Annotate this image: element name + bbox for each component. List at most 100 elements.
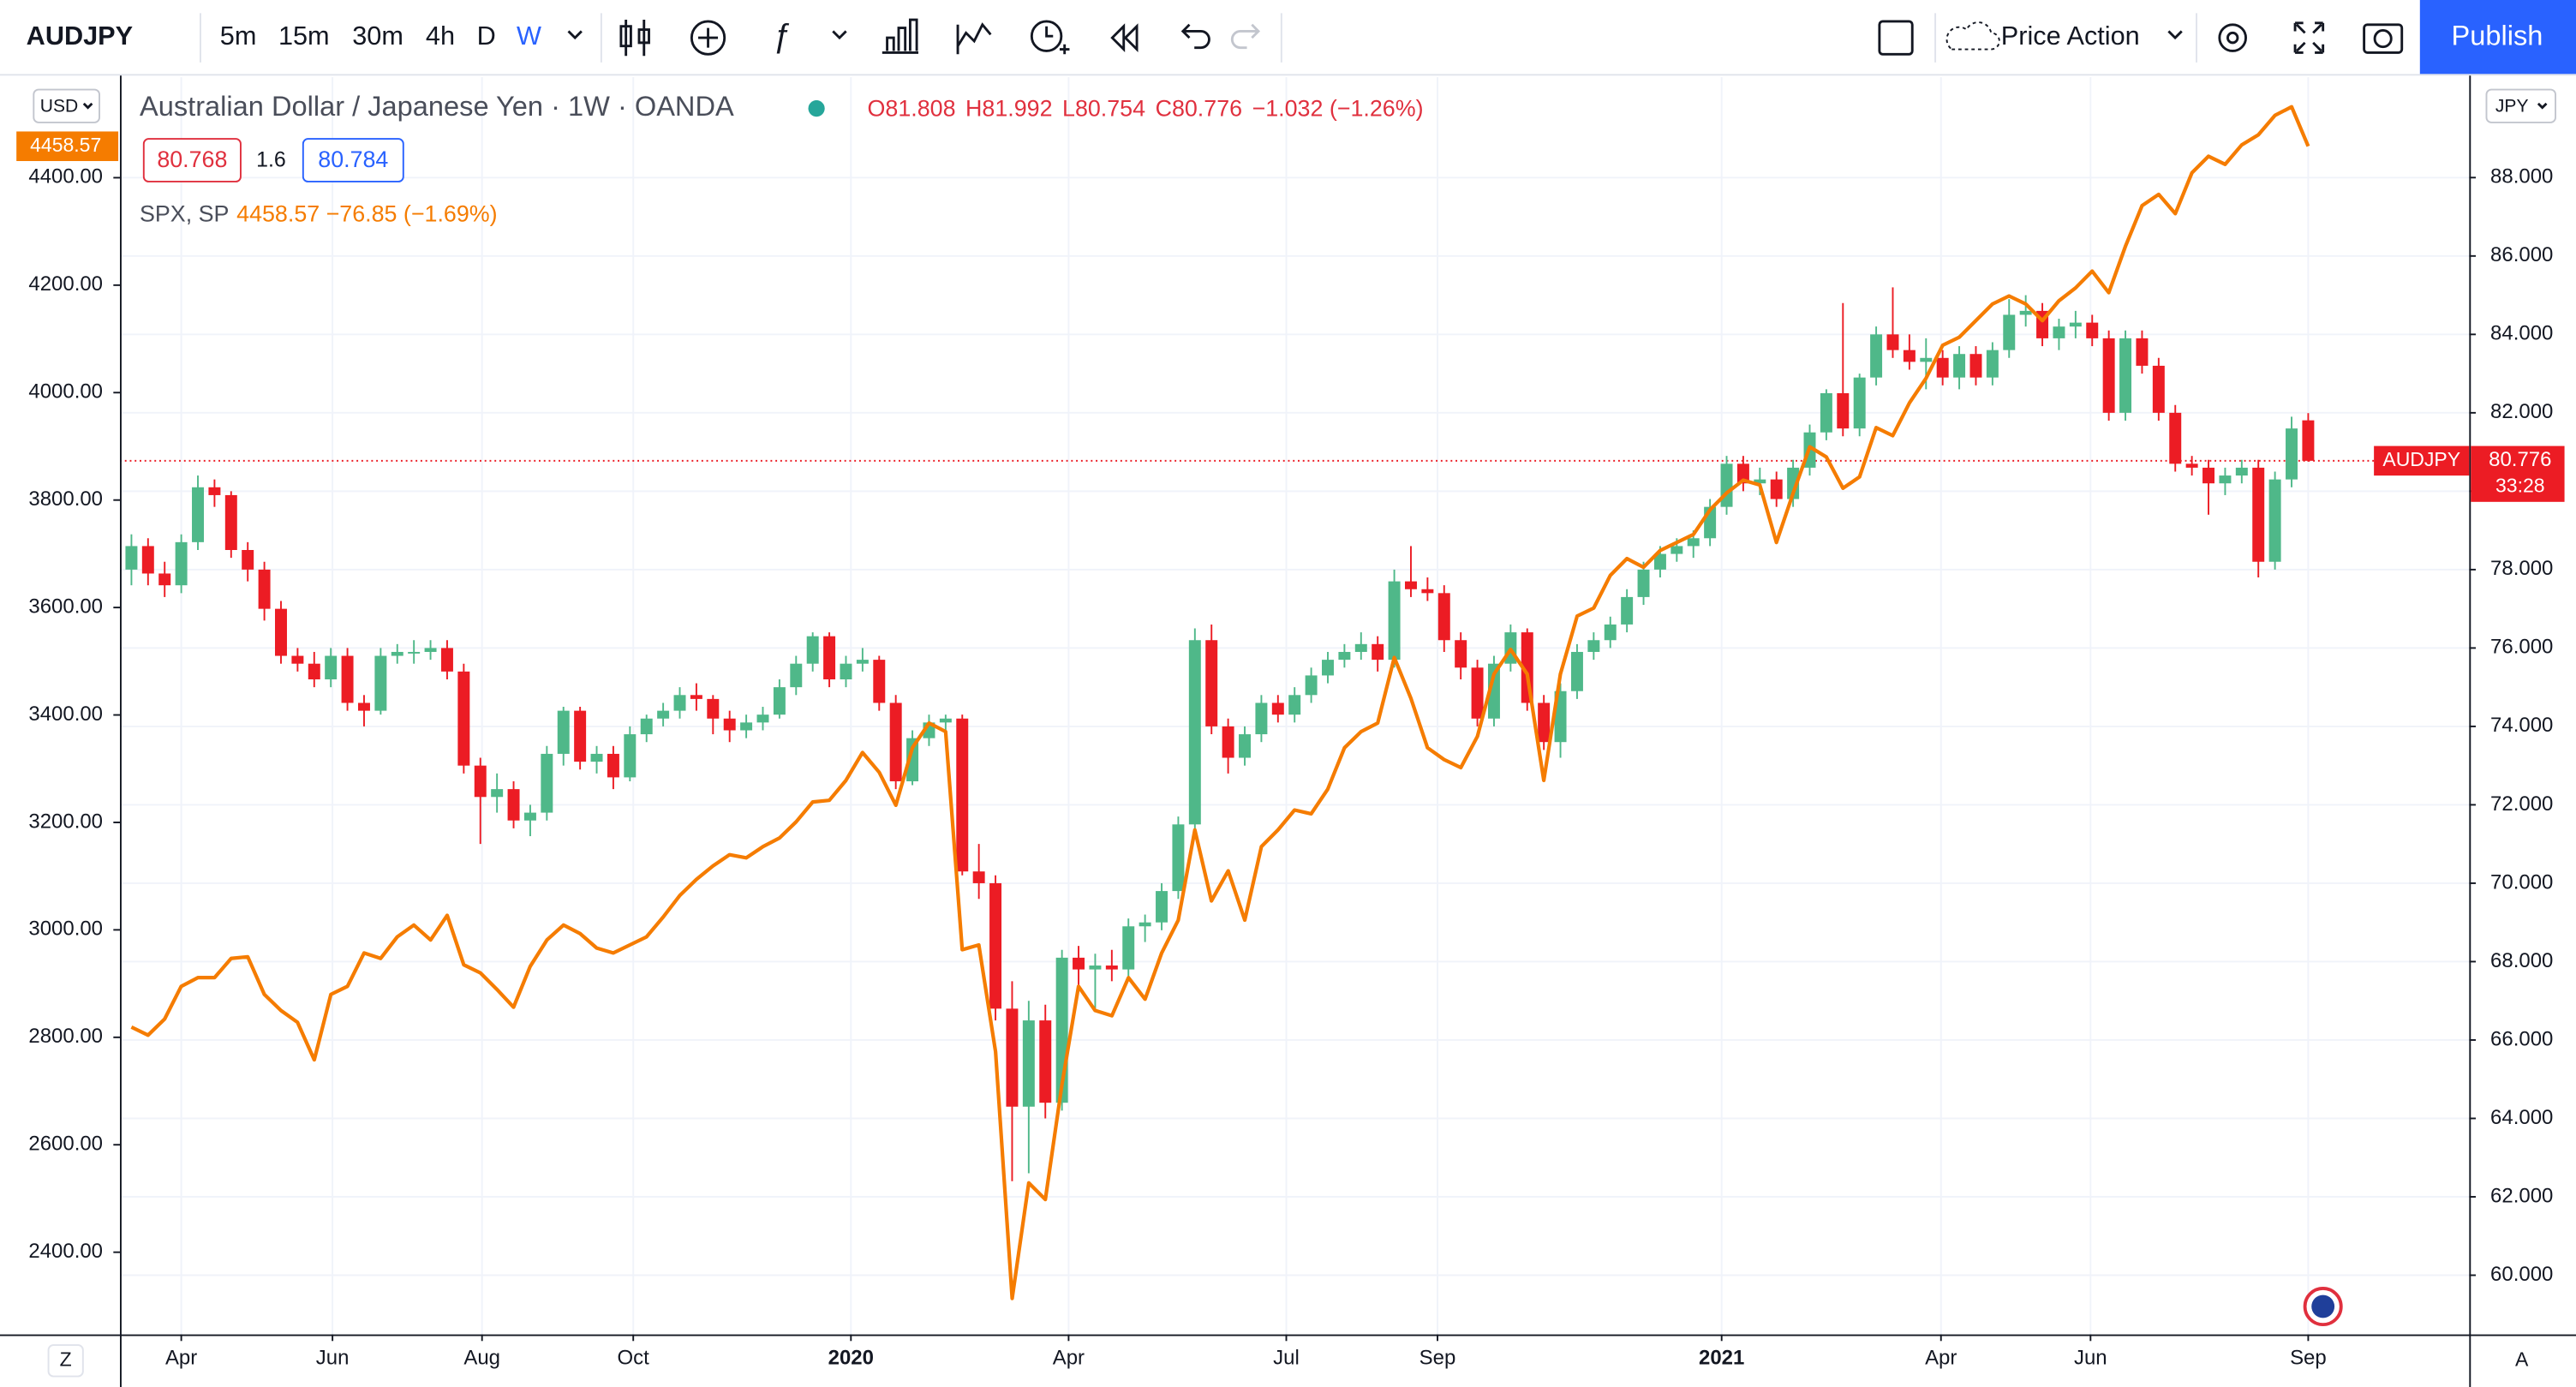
candle-body [574, 710, 587, 762]
x-tick-label: Aug [463, 1347, 500, 1370]
publish-label[interactable]: Publish [2452, 20, 2543, 51]
price-tags: AUDJPY 80.776 33:28 [2374, 445, 2565, 502]
candle-body [1421, 589, 1434, 594]
sell-price[interactable]: 80.768 [157, 146, 227, 172]
y-tick-label: 2600.00 [28, 1133, 103, 1156]
right-currency[interactable]: JPY [2495, 96, 2529, 116]
candle-body [1437, 593, 1450, 641]
candle-body [2169, 412, 2182, 464]
alert-icon[interactable] [956, 22, 992, 55]
buy-button[interactable] [302, 138, 404, 182]
settings-icon[interactable] [2218, 23, 2247, 52]
interval[interactable]: 4h [426, 21, 455, 51]
interval[interactable]: D [477, 21, 496, 51]
candle-body [690, 695, 702, 699]
clock-icon[interactable] [1030, 20, 1063, 52]
candle-body [1637, 569, 1650, 597]
left-currency-box[interactable] [33, 88, 100, 123]
candle-body [1271, 702, 1284, 715]
candle-body [2235, 467, 2248, 476]
candle-body [590, 753, 603, 762]
y2-tick-label: 86.000 [2490, 243, 2553, 266]
candle-body [989, 882, 1002, 1009]
candle-body [175, 541, 188, 586]
candle-body [2202, 467, 2215, 484]
y2-tick-label: 84.000 [2490, 322, 2553, 345]
spread: 1.6 [256, 148, 286, 172]
right-currency-box[interactable] [2485, 88, 2556, 123]
sell-button[interactable] [142, 138, 242, 182]
candle-body [2252, 467, 2265, 562]
candle-body [840, 663, 852, 680]
candle-body [1006, 1008, 1019, 1107]
y2-tick-label: 78.000 [2490, 557, 2553, 580]
candle-body [1338, 651, 1351, 661]
replay-icon[interactable] [1110, 23, 1139, 53]
dropdown-icon[interactable] [567, 30, 583, 40]
candle-body [224, 494, 237, 550]
interval[interactable]: 30m [352, 21, 403, 51]
auto-scale-label[interactable]: A [2515, 1348, 2529, 1370]
left-price-tag [16, 131, 119, 161]
candle-body [2152, 365, 2165, 413]
buy-price[interactable]: 80.784 [318, 146, 388, 172]
candle-body [624, 734, 637, 778]
high: H81.992 [965, 96, 1052, 122]
x-tick-label: Jul [1273, 1347, 1300, 1370]
candle-body [1156, 891, 1168, 923]
x-tick-label: Apr [165, 1347, 197, 1370]
snapshot-icon[interactable] [2363, 23, 2404, 54]
candle-body [1837, 392, 1850, 429]
candle-body [1853, 377, 1866, 429]
candle-body [541, 753, 553, 813]
candle-body [1820, 392, 1832, 433]
undo-icon[interactable] [1180, 23, 1210, 50]
layout-name[interactable]: Price Action [2001, 21, 2140, 51]
y-tick-label: 3400.00 [28, 702, 103, 726]
candle-body [1222, 726, 1234, 758]
dropdown-icon[interactable] [2167, 30, 2183, 40]
open: O81.808 [868, 96, 956, 122]
candle-body [2302, 420, 2315, 461]
candle-body [1538, 702, 1551, 743]
candle-body [673, 695, 686, 711]
symbol[interactable]: AUDJPY [27, 21, 133, 51]
interval[interactable]: 15m [278, 21, 330, 51]
last-price-label: 80.776 [2489, 448, 2551, 471]
left-currency[interactable]: USD [40, 96, 79, 116]
candle-body [1172, 824, 1185, 892]
candle-body [1570, 651, 1583, 691]
fx-icon[interactable]: ƒ [772, 17, 790, 55]
candle-body [723, 718, 736, 731]
template-icon[interactable] [882, 18, 919, 54]
publish-button[interactable] [2419, 0, 2576, 75]
layout-icon[interactable] [1878, 20, 1914, 56]
interval[interactable]: 5m [220, 21, 257, 51]
indicator-add-icon[interactable] [690, 20, 726, 56]
change: −1.032 (−1.26%) [1252, 96, 1424, 122]
x-tick-label: 2020 [828, 1347, 874, 1370]
cloud-icon[interactable] [1945, 21, 2000, 51]
y-tick-label: 2400.00 [28, 1240, 103, 1263]
candles-icon[interactable] [619, 20, 650, 57]
candle-body [1404, 581, 1417, 589]
fullscreen-icon[interactable] [2293, 21, 2325, 54]
market-status[interactable] [808, 100, 825, 117]
plus [698, 27, 719, 48]
ohlc-values: O81.808 H81.992 L80.754 C80.776 −1.032 (−1.2… [868, 96, 1424, 122]
timezone-button[interactable] [47, 1344, 84, 1378]
candle-body [2268, 479, 2281, 562]
candle-body [523, 812, 536, 821]
timezone-label[interactable]: Z [60, 1348, 72, 1370]
candle-body [1188, 640, 1201, 825]
event-flag-inner [2311, 1294, 2335, 1318]
candle-body [192, 487, 204, 542]
interval-active[interactable]: W [517, 21, 541, 51]
candle-body [374, 655, 387, 711]
legend: Australian Dollar / Japanese Yen · 1W · … [140, 90, 1424, 226]
redo-icon[interactable] [1230, 23, 1261, 50]
symbol-title: Australian Dollar / Japanese Yen · 1W · … [140, 90, 734, 122]
dropdown-icon[interactable] [832, 30, 847, 40]
candle-body [1587, 640, 1600, 652]
